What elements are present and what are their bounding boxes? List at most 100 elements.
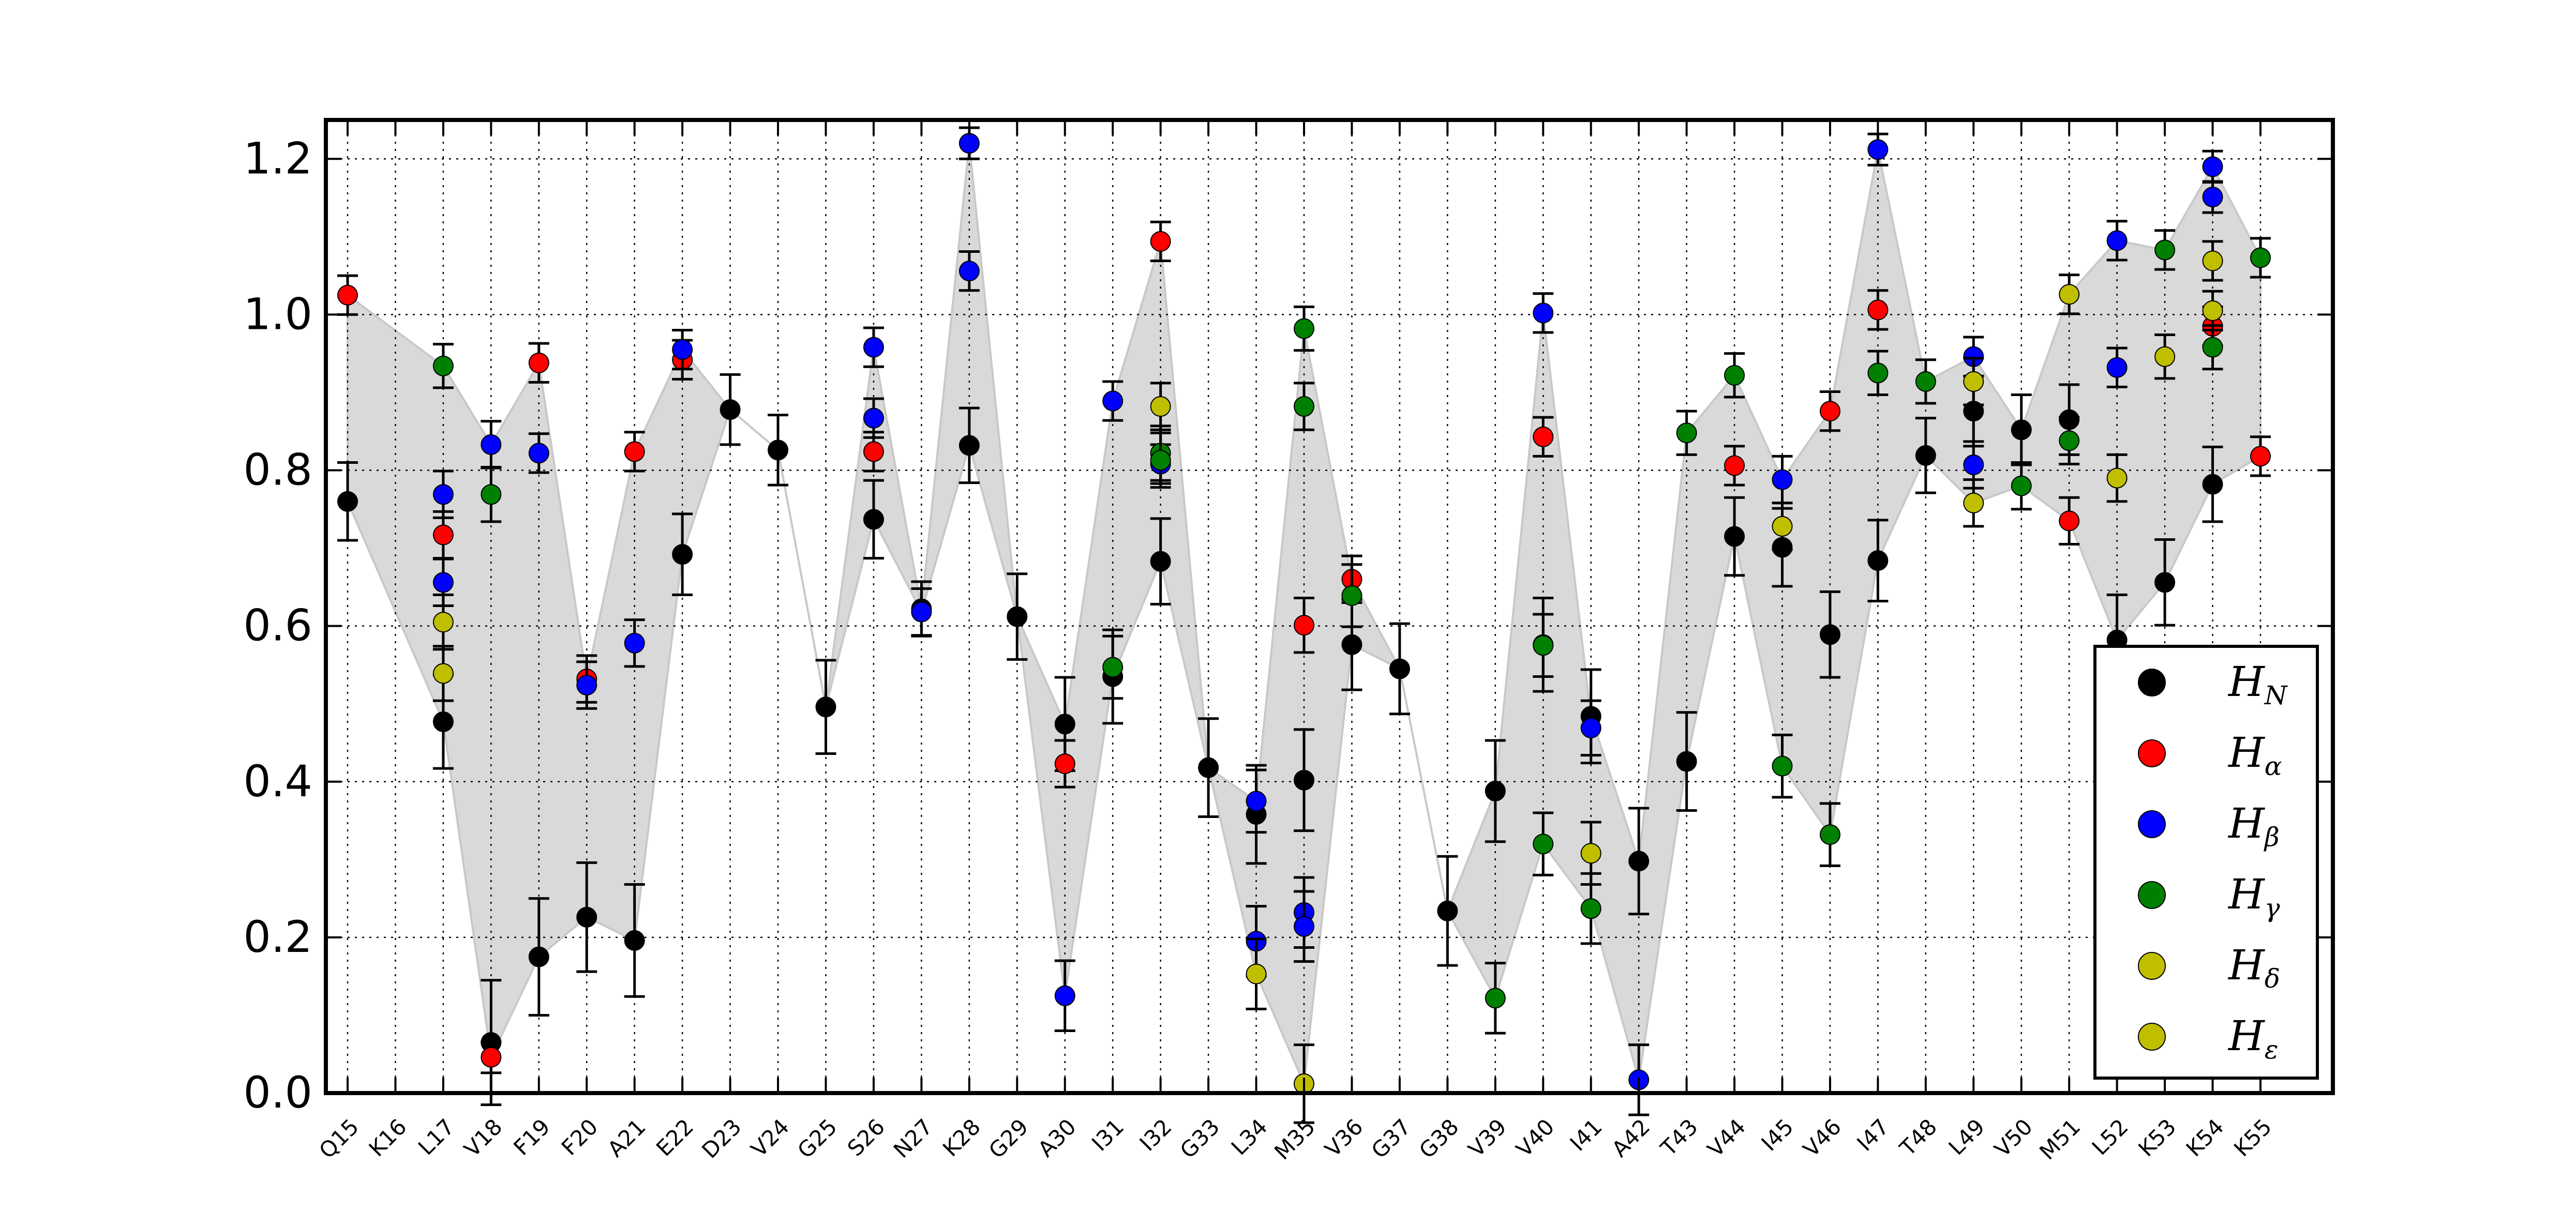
data-point [624,930,645,951]
data-point [481,434,502,455]
legend-marker [2138,952,2166,980]
data-point [2011,475,2032,496]
xtick-label: L34 [1226,1114,1272,1160]
ytick-label: 0.8 [243,445,312,495]
data-point [1915,371,1936,392]
ytick-label: 1.2 [243,133,312,184]
data-point [1054,714,1075,735]
data-point [1676,422,1697,444]
xtick-label: K16 [364,1114,412,1161]
data-point [432,663,454,684]
data-point [2106,357,2128,378]
data-point [2202,156,2223,177]
data-point [2202,300,2223,321]
xtick-label: I45 [1756,1114,1798,1156]
data-point [1294,769,1314,791]
data-point [958,435,980,456]
xtick-label: A21 [603,1114,651,1162]
xtick-label: V39 [1463,1114,1511,1162]
data-point [2154,346,2176,367]
data-point [1867,550,1889,571]
data-point [432,572,454,593]
data-point [2202,337,2223,358]
data-point [2154,572,2176,593]
xtick-label: K53 [2133,1114,2181,1161]
data-point [2202,474,2223,495]
xtick-label: G33 [1175,1114,1224,1163]
legend-marker [2138,810,2166,838]
data-point [337,491,358,512]
data-point [2059,284,2080,305]
data-point [2250,247,2271,268]
xtick-label: D23 [697,1114,746,1163]
data-point [1724,455,1745,476]
data-point [1246,791,1267,812]
xtick-label: V36 [1320,1114,1368,1162]
xtick-label: K28 [938,1114,985,1161]
xtick-label: A42 [1607,1114,1655,1162]
xtick-label: I31 [1087,1114,1129,1156]
data-point [1102,657,1124,678]
data-point [1963,454,1984,475]
xtick-label: G29 [984,1114,1033,1163]
xtick-label: N27 [889,1114,938,1163]
ytick-label: 0.6 [243,600,312,651]
legend-box [2093,645,2319,1080]
data-point [576,906,597,928]
data-point [1580,843,1601,864]
data-point [1054,753,1075,775]
data-point [1054,985,1075,1006]
data-point [768,440,789,461]
xtick-label: T48 [1895,1114,1942,1161]
data-point [1867,139,1889,160]
xtick-label: T43 [1655,1114,1702,1161]
xtick-label: L52 [2087,1114,2133,1160]
data-point [1580,898,1601,919]
data-point [958,133,980,154]
data-point [1485,780,1506,801]
legend-subscript: β [2264,822,2280,852]
data-point [1150,449,1171,471]
data-point [863,407,884,429]
data-point [672,544,693,565]
ytick-label: 0.0 [243,1067,312,1118]
xtick-label: A30 [1033,1114,1081,1162]
legend-subscript: ε [2265,1035,2279,1065]
data-point [1533,426,1554,447]
xtick-label: G37 [1367,1114,1416,1163]
xtick-label: V24 [746,1114,794,1162]
data-point [1915,445,1936,466]
data-point [1772,516,1793,537]
data-point [1437,900,1458,921]
xtick-label: L17 [413,1114,459,1160]
xtick-label: V40 [1511,1114,1560,1162]
data-point [1628,851,1650,872]
data-point [863,509,884,530]
data-point [2106,230,2128,251]
data-point [337,284,358,306]
ytick-label: 1.0 [243,289,312,339]
data-point [624,441,645,462]
legend-marker [2138,739,2166,767]
data-point [1007,606,1028,627]
data-point [432,355,454,376]
data-point [1198,757,1219,778]
data-point [528,443,549,464]
data-point [1580,717,1601,738]
data-point [1150,231,1171,252]
data-point [1724,365,1745,386]
data-point [1294,615,1314,636]
legend-subscript: δ [2265,964,2280,994]
data-point [1150,396,1171,417]
xtick-label: G38 [1414,1114,1463,1163]
data-point [863,441,884,462]
xtick-label: G25 [792,1114,842,1163]
data-point [1341,585,1362,606]
data-point [624,632,645,654]
data-point [1963,371,1984,392]
xtick-label: V46 [1798,1114,1846,1162]
xtick-label: F20 [557,1114,603,1160]
xtick-label: E22 [651,1114,698,1161]
data-point [1772,755,1793,777]
